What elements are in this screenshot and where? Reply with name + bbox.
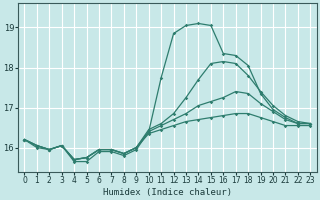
X-axis label: Humidex (Indice chaleur): Humidex (Indice chaleur)	[103, 188, 232, 197]
